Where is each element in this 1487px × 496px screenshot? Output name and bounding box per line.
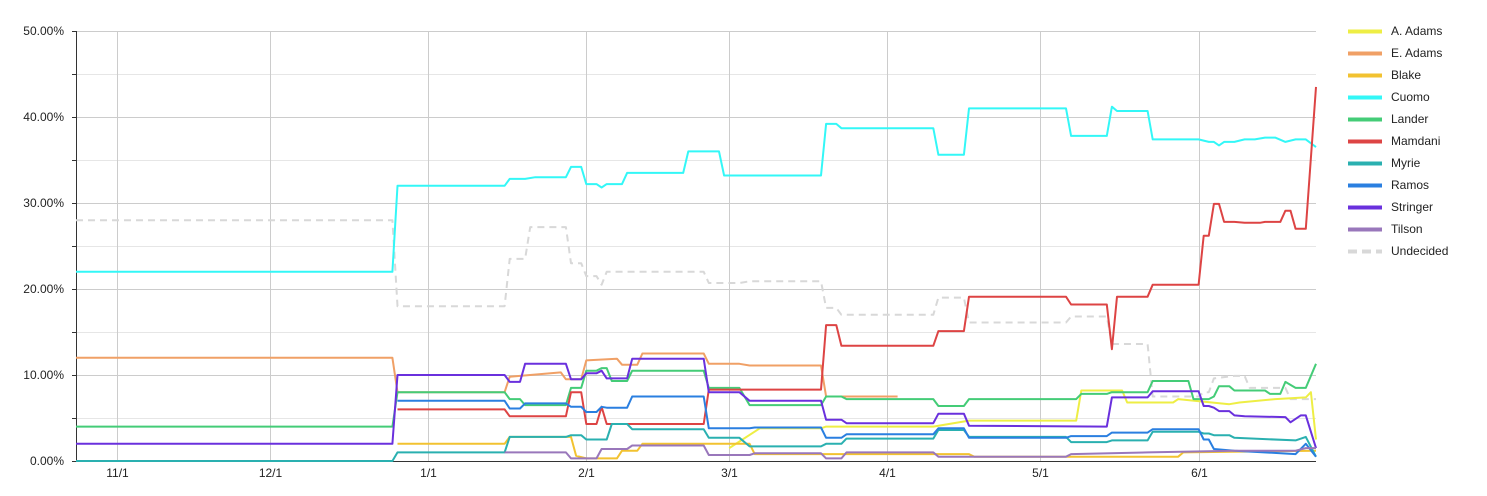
legend: A. Adams E. Adams Blake Cuomo Lander Mamdani M…: [1348, 24, 1448, 258]
axis-layer: 11/1 12/1 1/1 2/1 3/1 4/1 5/1 6/1 0.00% 10.00% 20.…: [23, 24, 1316, 480]
legend-item-stringer: Stringer: [1348, 200, 1433, 214]
x-tick-label: 5/1: [1032, 466, 1049, 480]
series-line-ramos: [397, 395, 1317, 458]
series-line-e-adams: [76, 352, 898, 398]
series-line-myrie: [76, 423, 1317, 462]
legend-item-e-adams: E. Adams: [1348, 46, 1442, 60]
y-tick-label: 20.00%: [23, 282, 64, 296]
legend-label: A. Adams: [1391, 24, 1442, 38]
series-line-cuomo: [76, 105, 1317, 273]
series-line-tilson: [504, 444, 1316, 460]
legend-label: E. Adams: [1391, 46, 1442, 60]
legend-label: Cuomo: [1391, 90, 1430, 104]
legend-label: Undecided: [1391, 244, 1448, 258]
series-line-mamdani: [397, 86, 1317, 425]
series-line-undecided: [76, 219, 1316, 401]
legend-item-blake: Blake: [1348, 68, 1421, 82]
grid-layer: [76, 31, 1316, 462]
y-tick-label: 40.00%: [23, 110, 64, 124]
x-tick-label: 6/1: [1191, 466, 1208, 480]
legend-label: Myrie: [1391, 156, 1421, 170]
y-tick-label: 10.00%: [23, 368, 64, 382]
x-tick-label: 3/1: [721, 466, 738, 480]
y-tick-label: 50.00%: [23, 24, 64, 38]
x-tick-label: 4/1: [879, 466, 896, 480]
x-tick-label: 1/1: [420, 466, 437, 480]
legend-label: Blake: [1391, 68, 1421, 82]
x-tick-label: 12/1: [259, 466, 283, 480]
legend-item-undecided: Undecided: [1348, 244, 1448, 258]
legend-label: Ramos: [1391, 178, 1429, 192]
legend-item-lander: Lander: [1348, 112, 1428, 126]
legend-item-ramos: Ramos: [1348, 178, 1429, 192]
legend-item-myrie: Myrie: [1348, 156, 1421, 170]
legend-label: Lander: [1391, 112, 1428, 126]
legend-item-mamdani: Mamdani: [1348, 134, 1440, 148]
legend-item-cuomo: Cuomo: [1348, 90, 1430, 104]
legend-label: Mamdani: [1391, 134, 1440, 148]
legend-item-a-adams: A. Adams: [1348, 24, 1442, 38]
series-line-lander: [76, 363, 1317, 428]
legend-label: Tilson: [1391, 222, 1423, 236]
series-line-stringer: [76, 357, 1317, 449]
legend-item-tilson: Tilson: [1348, 222, 1423, 236]
series-line-blake: [397, 435, 1317, 460]
x-tick-label: 11/1: [106, 466, 129, 480]
legend-label: Stringer: [1391, 200, 1433, 214]
series-layer: [76, 86, 1317, 462]
y-tick-label: 30.00%: [23, 196, 64, 210]
x-tick-label: 2/1: [578, 466, 595, 480]
y-tick-label: 0.00%: [30, 454, 64, 468]
